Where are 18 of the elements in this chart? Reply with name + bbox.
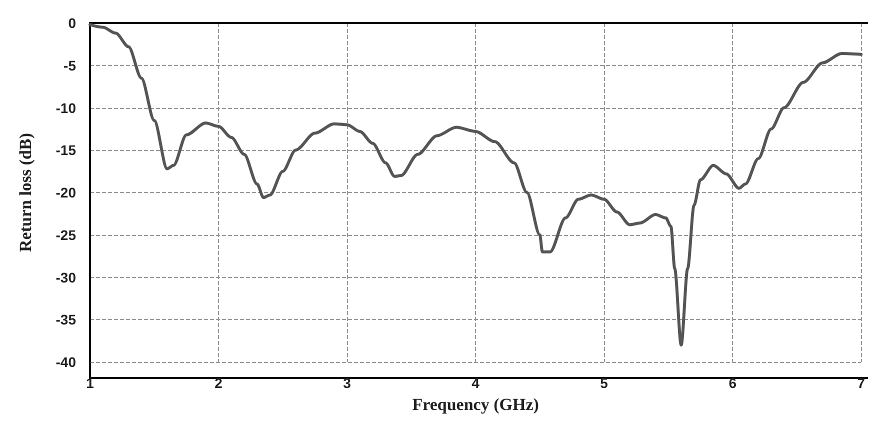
x-tick-label: 5 bbox=[600, 375, 608, 391]
y-tick-label: -25 bbox=[56, 226, 76, 243]
y-tick-label: 0 bbox=[68, 15, 76, 31]
y-tick-label: -10 bbox=[56, 100, 76, 116]
x-tick-label: 1 bbox=[86, 375, 94, 391]
y-tick-label: -40 bbox=[56, 354, 76, 370]
x-tick-label: 7 bbox=[857, 375, 866, 391]
x-tick-label: 4 bbox=[472, 375, 480, 391]
y-tick-label: -5 bbox=[64, 57, 76, 74]
y-tick-label: -15 bbox=[56, 142, 76, 158]
y-tick-label: -35 bbox=[56, 312, 76, 328]
x-axis-title: Frequency (GHz) bbox=[412, 395, 539, 414]
y-tick-label: -30 bbox=[56, 269, 76, 286]
x-tick-label: 3 bbox=[343, 375, 352, 391]
x-tick-label: 6 bbox=[728, 375, 737, 391]
y-tick-label: -20 bbox=[56, 184, 76, 200]
x-tick-label: 2 bbox=[214, 375, 223, 391]
y-axis-title: Return loss (dB) bbox=[16, 132, 35, 252]
